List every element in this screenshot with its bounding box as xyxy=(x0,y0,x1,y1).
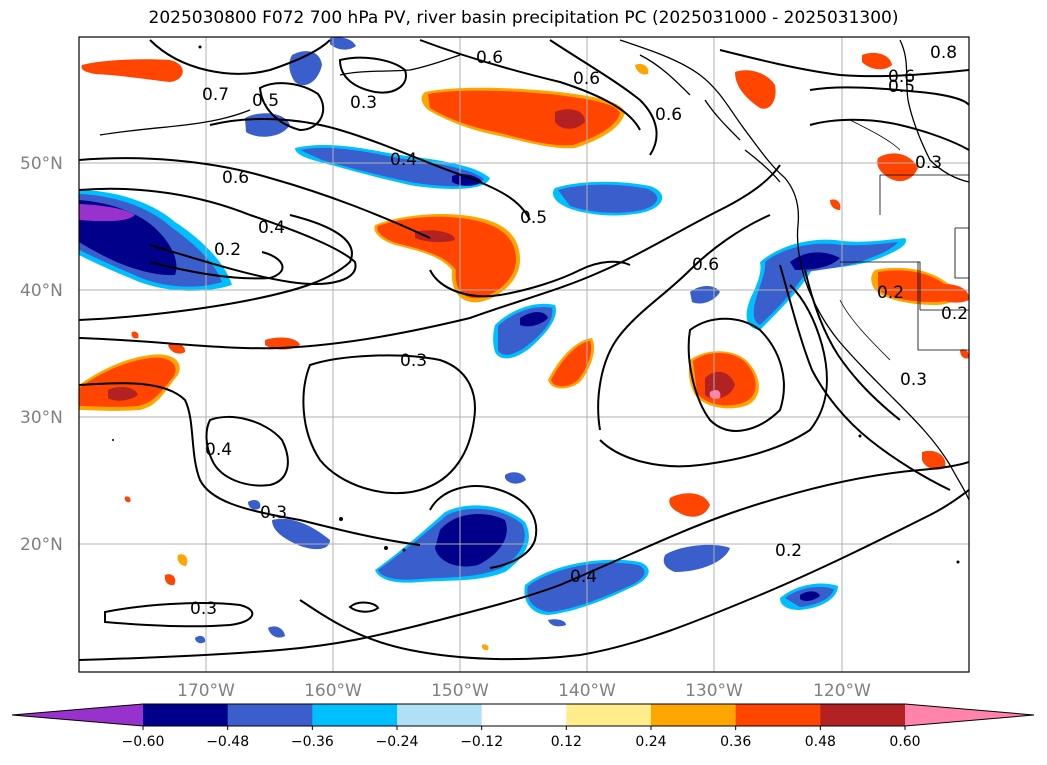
lat-label: 50°N xyxy=(20,154,63,174)
map-title: 2025030800 F072 700 hPa PV, river basin … xyxy=(148,8,899,28)
colorbar-tick-label: −0.48 xyxy=(206,734,249,750)
colorbar-segment xyxy=(566,704,652,726)
contour-label: 0.6 xyxy=(692,255,719,275)
colorbar-tick-label: 0.36 xyxy=(720,734,751,750)
colorbar-tick-label: 0.12 xyxy=(551,734,582,750)
contour-label: 0.3 xyxy=(190,599,217,619)
contour-label: 0.5 xyxy=(520,208,547,228)
lon-label: 170°W xyxy=(177,681,235,701)
lon-label: 150°W xyxy=(431,681,489,701)
colorbar-segment xyxy=(312,704,398,726)
lat-label: 20°N xyxy=(20,535,63,555)
lat-label: 30°N xyxy=(20,408,63,428)
colorbar-tick-label: −0.36 xyxy=(291,734,334,750)
lon-label: 130°W xyxy=(685,681,743,701)
latitude-labels: 50°N 40°N 30°N 20°N xyxy=(20,154,63,555)
colorbar-extend-max xyxy=(905,704,1034,726)
contour-label: 0.5 xyxy=(888,77,915,97)
colorbar-segment xyxy=(143,704,229,726)
map-frame xyxy=(78,36,970,673)
colorbar-segment xyxy=(735,704,821,726)
lon-label: 160°W xyxy=(304,681,362,701)
lat-label: 40°N xyxy=(20,281,63,301)
map-area: 0.8 0.7 0.6 0.6 0.6 0.6 0.6 0.6 0.5 0.5 … xyxy=(79,37,969,672)
contour-label: 0.2 xyxy=(775,541,802,561)
lon-label: 140°W xyxy=(558,681,616,701)
contour-label: 0.4 xyxy=(205,440,232,460)
contour-label: 0.2 xyxy=(877,283,904,303)
colorbar-tick-label: 0.48 xyxy=(805,734,836,750)
contour-label: 0.5 xyxy=(252,91,279,111)
contour-label: 0.4 xyxy=(570,567,597,587)
contour-label: 0.4 xyxy=(390,150,417,170)
contour-label: 0.7 xyxy=(202,85,229,105)
colorbar-extend-min xyxy=(12,704,143,726)
colorbar-tick-label: −0.60 xyxy=(122,734,165,750)
colorbar-segment xyxy=(227,704,313,726)
contour-label: 0.3 xyxy=(915,153,942,173)
contour-label: 0.2 xyxy=(214,240,241,260)
borders xyxy=(839,119,969,361)
colorbar-tick-label: −0.24 xyxy=(376,734,419,750)
colorbar: −0.60 −0.48 −0.36 −0.24 −0.12 0.12 0.24 0.36 0.4… xyxy=(11,703,1035,750)
contour-label: 0.6 xyxy=(888,67,915,87)
positive-anomaly-shading xyxy=(79,52,969,651)
contour-labels: 0.8 0.7 0.6 0.6 0.6 0.6 0.6 0.6 0.5 0.5 … xyxy=(190,43,968,619)
colorbar-tick-label: 0.60 xyxy=(889,734,920,750)
pv-contours xyxy=(79,39,969,661)
contour-label: 0.3 xyxy=(260,503,287,523)
coastlines xyxy=(99,39,969,501)
contour-label: 0.8 xyxy=(930,43,957,63)
colorbar-segment xyxy=(481,704,567,726)
colorbar-tick-label: 0.24 xyxy=(635,734,666,750)
contour-label: 0.6 xyxy=(655,105,682,125)
contour-label: 0.6 xyxy=(476,48,503,68)
contour-label: 0.3 xyxy=(350,93,377,113)
colorbar-segment xyxy=(651,704,737,726)
islands xyxy=(112,45,960,564)
contour-label: 0.6 xyxy=(573,69,600,89)
colorbar-segment xyxy=(820,704,906,726)
colorbar-tick-label: −0.12 xyxy=(460,734,503,750)
contour-label: 0.3 xyxy=(400,351,427,371)
contour-label: 0.3 xyxy=(900,370,927,390)
contour-label: 0.6 xyxy=(222,168,249,188)
longitude-labels: 170°W 160°W 150°W 140°W 130°W 120°W xyxy=(177,681,871,701)
colorbar-segment xyxy=(397,704,483,726)
lon-label: 120°W xyxy=(813,681,871,701)
contour-label: 0.4 xyxy=(258,218,285,238)
contour-label: 0.2 xyxy=(941,304,968,324)
